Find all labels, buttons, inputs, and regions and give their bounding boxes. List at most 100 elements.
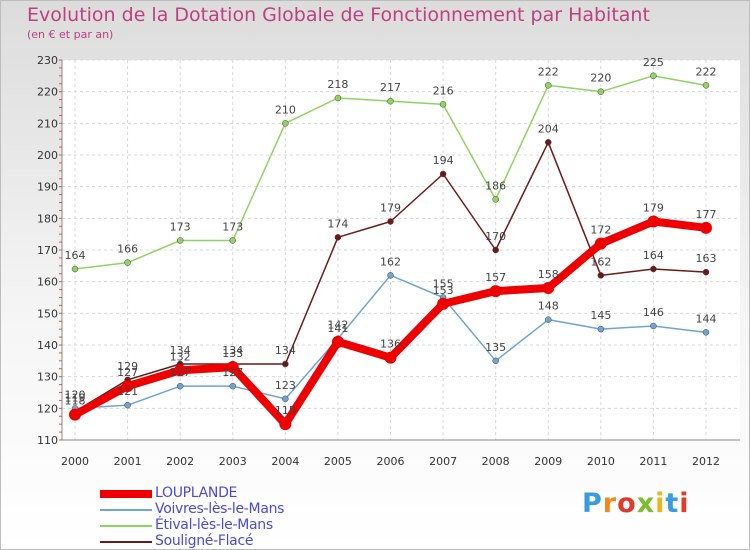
data-label: 222 — [696, 65, 717, 78]
data-label: 127 — [117, 366, 138, 379]
legend-swatch — [100, 490, 152, 498]
data-point — [597, 325, 605, 333]
data-label: 166 — [117, 243, 138, 256]
data-label: 174 — [327, 217, 348, 230]
data-label: 148 — [538, 300, 559, 313]
data-point — [542, 282, 555, 294]
data-label: 118 — [65, 395, 86, 408]
data-point — [124, 401, 131, 409]
series-louplande — [69, 215, 712, 431]
data-label: 141 — [327, 322, 348, 335]
line-chart: 110 120 130 140 150 160 170 180 190 200 210 220 230 2… — [37, 54, 740, 468]
data-label: 136 — [380, 338, 401, 351]
x-tick-label: 2003 — [219, 455, 247, 468]
data-point — [331, 335, 344, 348]
data-label: 173 — [222, 221, 243, 234]
data-point — [279, 418, 292, 431]
y-tick-label: 230 — [37, 54, 58, 67]
x-tick-label: 2012 — [692, 455, 720, 468]
legend-swatch — [100, 509, 152, 511]
x-tick-label: 2009 — [534, 455, 562, 468]
x-tick-label: 2005 — [324, 455, 352, 468]
data-label: 179 — [643, 202, 664, 215]
data-point — [545, 139, 552, 146]
legend-swatch — [100, 541, 152, 543]
data-point — [439, 101, 447, 108]
y-tick-label: 170 — [37, 244, 58, 257]
data-label: 177 — [696, 208, 717, 221]
data-label: 146 — [643, 306, 664, 319]
data-label: 179 — [380, 202, 401, 215]
legend-label: Étival-lès-le-Mans — [155, 517, 273, 533]
legend-label: Voivres-lès-le-Mans — [155, 501, 285, 517]
data-point — [492, 357, 499, 365]
x-tick-label: 2010 — [587, 455, 615, 468]
data-label: 142 — [327, 319, 348, 332]
data-point — [492, 246, 499, 254]
data-point — [124, 259, 131, 266]
x-tick-label: 2000 — [61, 455, 89, 468]
x-tick-label: 2002 — [166, 455, 194, 468]
data-point — [334, 94, 342, 102]
data-point — [226, 361, 239, 374]
data-label: 153 — [433, 284, 454, 297]
data-point — [282, 360, 289, 368]
data-label: 186 — [485, 179, 506, 192]
data-point — [597, 272, 605, 279]
proxiti-logo: Proxiti — [582, 488, 690, 519]
y-tick-label: 140 — [37, 339, 58, 352]
data-label: 164 — [643, 249, 664, 262]
data-point — [387, 218, 394, 225]
x-tick-label: 2006 — [377, 455, 405, 468]
data-point — [700, 221, 712, 234]
data-point — [650, 72, 657, 80]
data-point — [702, 329, 710, 336]
data-point — [489, 285, 502, 298]
data-point — [174, 364, 187, 377]
chart-title: Evolution de la Dotation Globale de Fonc… — [27, 4, 650, 26]
y-tick-label: 130 — [37, 371, 58, 384]
data-point — [545, 316, 552, 323]
y-tick-label: 120 — [37, 402, 58, 415]
data-label: 158 — [538, 268, 559, 281]
data-label: 127 — [222, 366, 243, 379]
data-label: 134 — [170, 344, 191, 357]
data-point — [492, 196, 499, 203]
data-label: 164 — [65, 249, 86, 262]
y-tick-label: 180 — [37, 212, 58, 225]
y-tick-label: 220 — [37, 86, 58, 99]
data-label: 121 — [117, 385, 138, 398]
data-point — [384, 351, 397, 364]
data-label: 115 — [275, 404, 296, 417]
data-point — [597, 88, 605, 95]
data-point — [437, 297, 450, 310]
y-tick-label: 190 — [37, 181, 58, 194]
series--tival-l-s-le-mans — [71, 72, 710, 273]
y-tick-label: 160 — [37, 276, 58, 289]
data-point — [69, 408, 81, 421]
data-point — [121, 380, 134, 393]
series-voivres-l-s-le-mans — [71, 272, 710, 412]
data-label: 144 — [696, 312, 717, 325]
data-point — [439, 170, 447, 178]
x-tick-label: 2007 — [429, 455, 457, 468]
data-label: 163 — [696, 252, 717, 265]
data-point — [594, 237, 607, 250]
data-point — [387, 272, 394, 279]
data-point — [71, 265, 79, 273]
data-label: 129 — [117, 360, 138, 373]
data-label: 218 — [327, 78, 348, 91]
x-tick-label: 2011 — [639, 455, 667, 468]
data-label: 120 — [65, 388, 86, 401]
y-tick-label: 200 — [37, 149, 58, 162]
y-tick-label: 110 — [37, 434, 58, 447]
x-tick-label: 2004 — [271, 455, 299, 468]
data-label: 204 — [538, 122, 559, 135]
data-point — [650, 265, 657, 273]
data-label: 172 — [590, 224, 611, 237]
data-point — [176, 237, 184, 244]
data-label: 119 — [65, 392, 86, 405]
chart-subtitle: (en € et par an) — [27, 28, 114, 41]
data-label: 194 — [433, 154, 454, 167]
legend-label: Souligné-Flacé — [155, 533, 254, 549]
